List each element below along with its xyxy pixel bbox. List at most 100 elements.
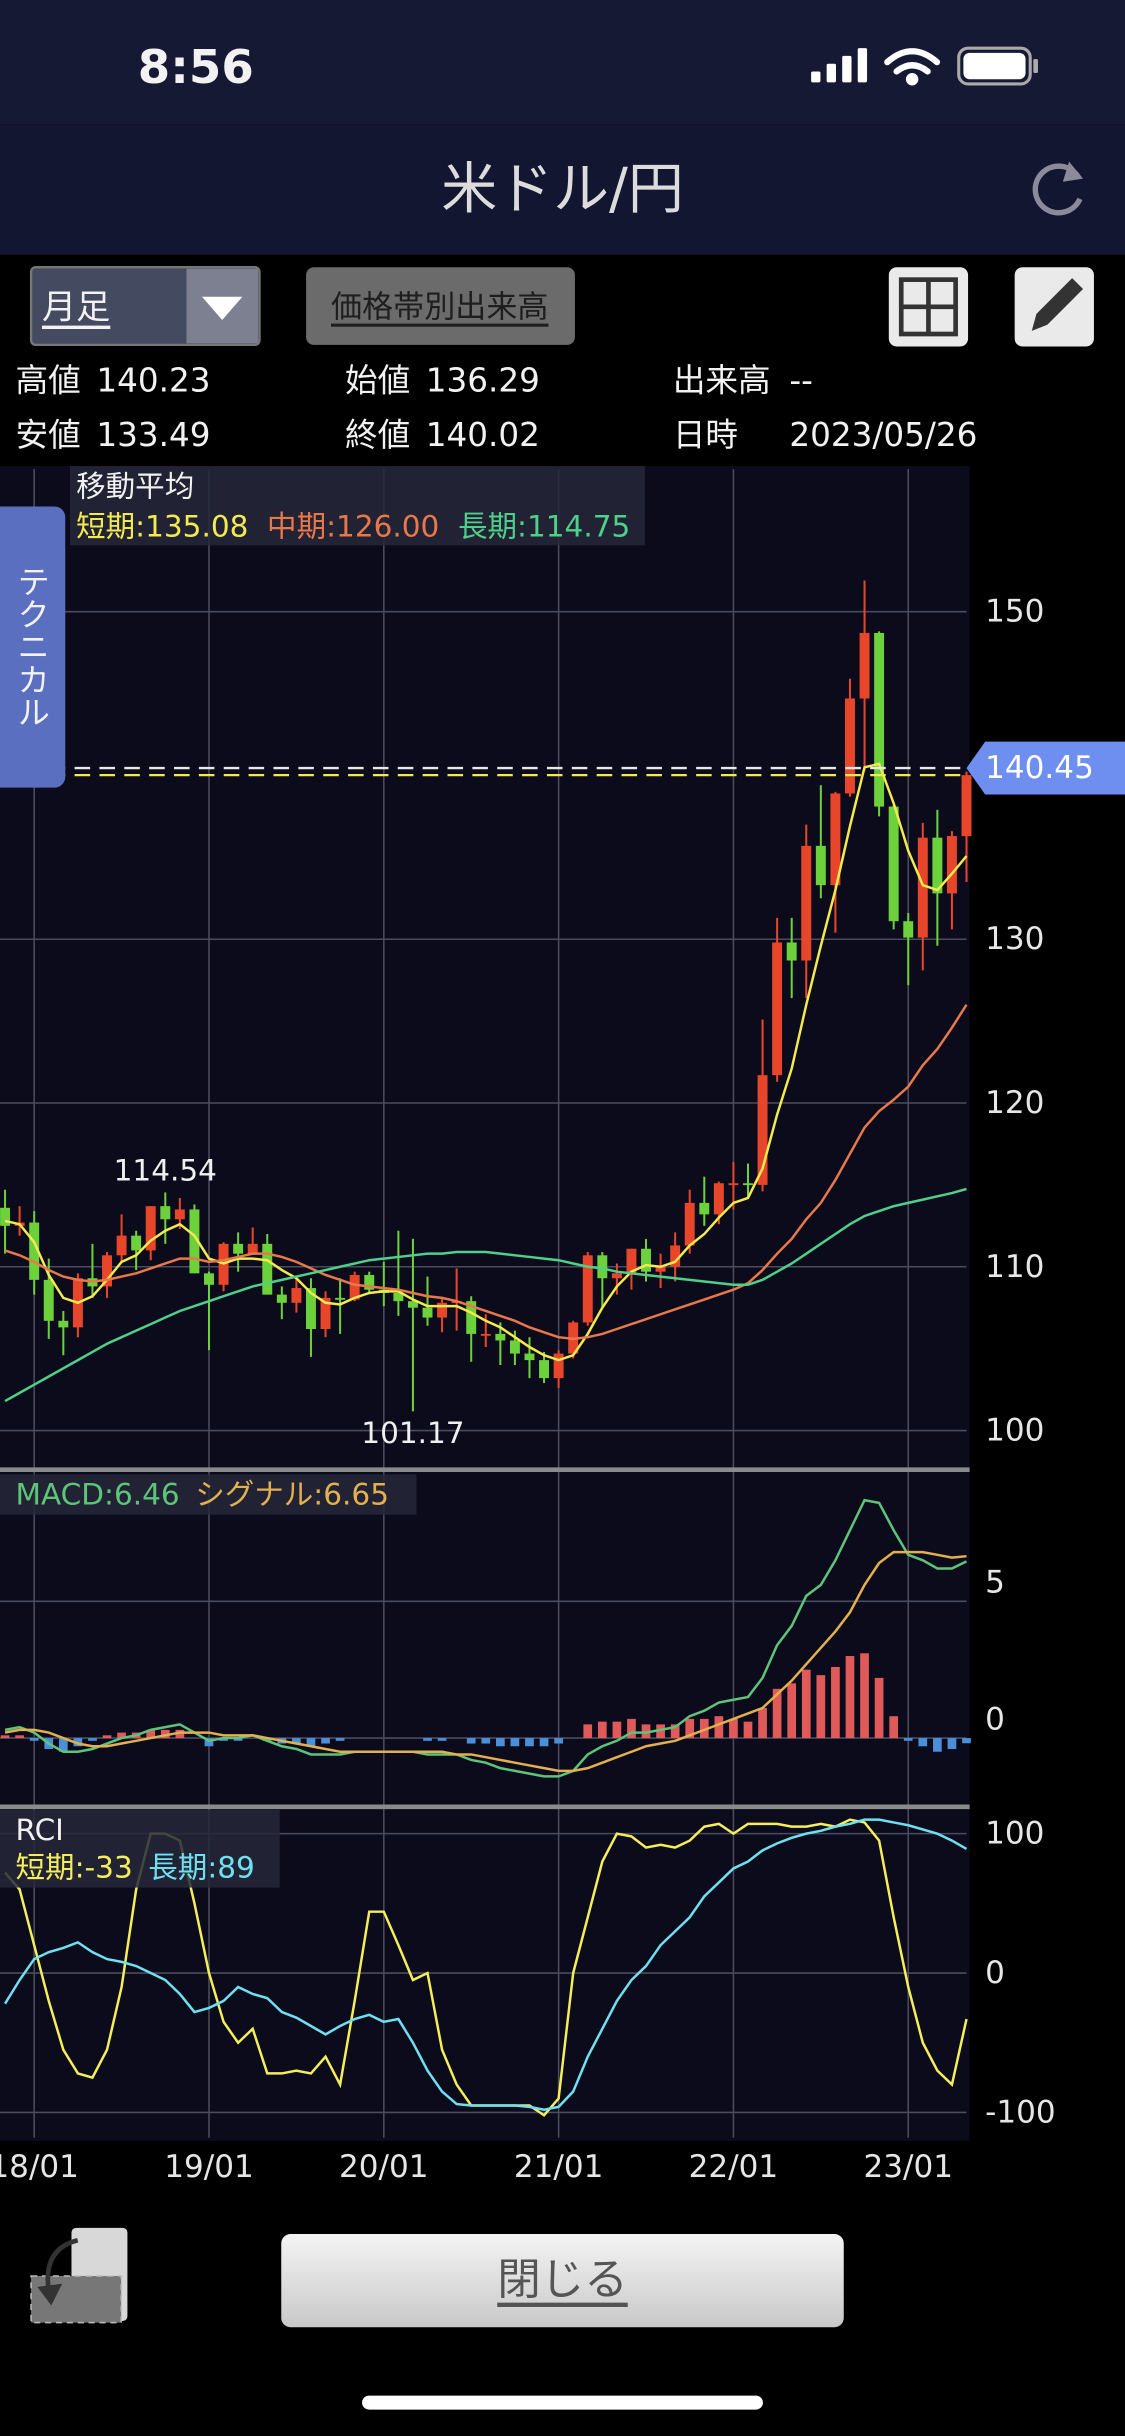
candle-body <box>422 1307 433 1318</box>
histogram-bar <box>860 1653 869 1739</box>
histogram-bar <box>947 1738 957 1750</box>
info-label: 始値 <box>345 362 410 400</box>
close-button[interactable]: 閉じる <box>281 2234 844 2328</box>
x-tick-label: 22/01 <box>689 2149 779 2185</box>
price-tag <box>966 741 1125 795</box>
candle-body <box>713 1183 724 1215</box>
candle-body <box>684 1202 695 1246</box>
histogram-bar <box>874 1677 884 1739</box>
signal-icon <box>811 48 868 83</box>
moving-average-line <box>4 762 968 1362</box>
refresh-button[interactable] <box>1032 161 1084 216</box>
histogram-bar <box>525 1738 534 1747</box>
draw-button[interactable] <box>1014 267 1094 347</box>
period-dropdown[interactable]: 月足 <box>29 266 261 347</box>
candle-body <box>174 1209 185 1220</box>
legend-background <box>0 1809 280 1888</box>
candle-body <box>335 1297 346 1300</box>
candle-body <box>582 1255 593 1323</box>
histogram-bar <box>656 1724 665 1739</box>
extreme-label: 101.17 <box>361 1416 464 1450</box>
histogram-bar <box>481 1738 491 1744</box>
candle-body <box>961 775 972 837</box>
candle-body <box>946 836 957 894</box>
x-tick-label: 23/01 <box>863 2149 953 2185</box>
histogram-bar <box>29 1738 39 1741</box>
histogram-bar <box>306 1738 316 1747</box>
histogram-bar <box>685 1718 695 1739</box>
y-tick-label: 120 <box>985 1085 1044 1121</box>
period-label: 月足 <box>42 288 110 328</box>
histogram-bar <box>597 1721 607 1739</box>
legend: MACD:6.46 シグナル:6.65 <box>16 1478 389 1512</box>
histogram-bar <box>510 1738 520 1747</box>
legend-value: -33 <box>85 1850 133 1884</box>
histogram-bar <box>0 1735 10 1739</box>
histogram-bar <box>204 1738 214 1747</box>
info-label: 高値 <box>16 362 81 400</box>
legend: 短期:135.08 中期:126.00 長期:114.75 <box>76 510 630 544</box>
histogram-bar <box>335 1738 345 1741</box>
chart-background <box>0 466 970 2141</box>
legend-name: MACD: <box>16 1478 114 1512</box>
legend-background <box>69 466 645 546</box>
battery-icon <box>957 46 1038 86</box>
histogram-bar <box>160 1729 170 1739</box>
histogram-bar <box>219 1738 228 1741</box>
candle-body <box>859 632 870 699</box>
legend-value: 6.65 <box>323 1478 389 1512</box>
candle-body <box>655 1266 666 1272</box>
layout-button[interactable] <box>888 267 969 347</box>
histogram-bar <box>772 1688 782 1739</box>
candle-body <box>626 1248 637 1274</box>
legend-name: 長期: <box>148 1850 217 1884</box>
legend-name: 短期: <box>16 1850 85 1884</box>
histogram-bar <box>699 1718 709 1739</box>
volume-button[interactable]: 価格帯別出来高 <box>306 267 575 345</box>
histogram-bar <box>102 1735 112 1739</box>
info-value: 136.29 <box>426 362 540 400</box>
candle-body <box>815 845 826 886</box>
legend-name: 長期: <box>458 510 527 544</box>
x-tick-label: 19/01 <box>164 2149 254 2185</box>
info-label: 安値 <box>16 416 81 454</box>
info-label: 出来高 <box>673 362 771 400</box>
candle-body <box>291 1288 302 1303</box>
y-tick-label: 150 <box>985 594 1044 630</box>
legend-name: 短期: <box>76 510 145 544</box>
legend-value: 89 <box>217 1850 255 1884</box>
candle-body <box>189 1209 200 1274</box>
candle-body <box>509 1340 520 1354</box>
candle-body <box>204 1273 214 1285</box>
candle-body <box>524 1353 535 1361</box>
histogram-bar <box>146 1729 156 1739</box>
histogram-bar <box>758 1707 767 1739</box>
candle-body <box>247 1243 258 1254</box>
candle-body <box>131 1235 142 1251</box>
legend-background <box>0 1474 417 1515</box>
candle-body <box>844 698 855 794</box>
share-button[interactable] <box>30 2227 128 2324</box>
candle-body <box>728 1183 739 1186</box>
legend-title: 移動平均 <box>76 469 194 503</box>
candle-body <box>917 837 928 938</box>
candle-body <box>305 1288 316 1329</box>
candle-body <box>641 1248 651 1272</box>
technical-tab[interactable]: テクニカル <box>0 506 66 788</box>
y-tick-label: 100 <box>985 1816 1044 1852</box>
wifi-icon <box>884 48 941 86</box>
candle-body <box>102 1255 112 1287</box>
histogram-bar <box>88 1738 97 1741</box>
legend-value: 114.75 <box>527 510 630 544</box>
macd-line <box>4 1498 968 1778</box>
candle-body <box>597 1255 608 1279</box>
candle-body <box>349 1274 360 1300</box>
histogram-bar <box>539 1738 549 1747</box>
histogram-bar <box>729 1718 738 1739</box>
histogram-bar <box>670 1724 680 1739</box>
histogram-bar <box>641 1724 651 1739</box>
histogram-bar <box>583 1724 593 1739</box>
x-tick-label: 20/01 <box>339 2149 429 2185</box>
candle-body <box>480 1333 491 1336</box>
candle-body <box>699 1202 710 1215</box>
